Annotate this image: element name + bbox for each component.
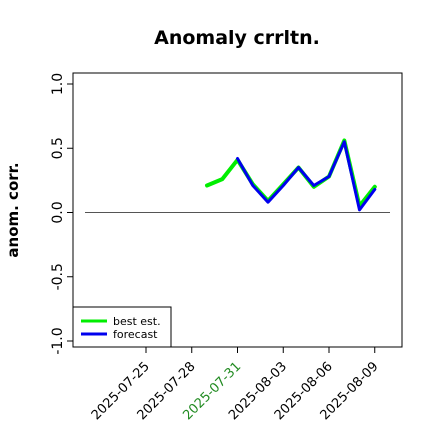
y-tick-label: 0.0 [50,201,66,223]
x-axis: 2025-07-252025-07-282025-07-312025-08-03… [89,347,382,423]
y-tick-label: -1.0 [50,327,66,354]
legend-entry-label: best est. [113,315,161,328]
y-axis-label: anom. corr. [4,162,22,257]
legend: best est.forecast [72,306,172,348]
series-line-forecast [236,140,377,212]
y-axis: -1.0 -0.5 0.0 0.5 1.0 [50,73,73,355]
y-tick-label: -0.5 [50,263,66,290]
y-tick-label: 0.5 [50,137,66,159]
legend-box [72,306,172,348]
plot-area-frame [72,72,403,348]
chart-title: Anomaly crrltn. [154,27,320,49]
series-layer [205,138,377,212]
legend-entry-label: forecast [113,328,158,341]
y-tick-label: 1.0 [50,73,66,95]
series-line-best-est- [205,138,377,209]
